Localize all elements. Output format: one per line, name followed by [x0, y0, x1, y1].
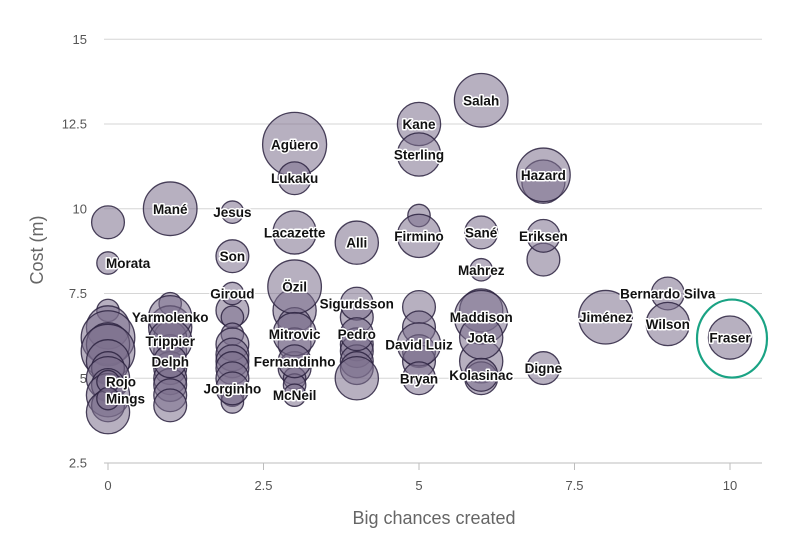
bubble-label: Delph — [151, 354, 189, 369]
bubble-label: Giroud — [210, 287, 254, 302]
bubble-point[interactable] — [396, 213, 442, 259]
bubble-label: Sterling — [394, 148, 444, 163]
bubble-point[interactable] — [272, 210, 317, 255]
bubble-label: Sané — [465, 225, 498, 240]
bubble-label: Jota — [467, 331, 495, 346]
bubble-point[interactable] — [645, 301, 691, 347]
bubble-point[interactable] — [90, 205, 126, 240]
bubble-label: Jiménez — [579, 310, 633, 325]
bubble-label: Jesus — [213, 205, 251, 220]
bubble-label: Mané — [153, 202, 188, 217]
bubble-point[interactable] — [339, 317, 374, 352]
highlight-ring — [695, 298, 769, 379]
y-tick-label: 10 — [73, 201, 87, 216]
bubble-label: Maddison — [450, 310, 513, 325]
bubble-label: Fernandinho — [254, 354, 336, 369]
bubble-label: Salah — [463, 93, 499, 108]
bubble-point[interactable] — [453, 72, 509, 128]
bubble-point[interactable] — [578, 289, 634, 345]
y-axis-title: Cost (m) — [27, 216, 47, 285]
bubble-label: Agüero — [271, 137, 318, 152]
y-tick-label: 2.5 — [69, 456, 87, 471]
bubble-label: Kane — [402, 117, 436, 132]
bubble-point[interactable] — [396, 132, 442, 177]
bubble-point[interactable] — [469, 257, 494, 282]
bubbles — [80, 72, 753, 435]
bubble-point[interactable] — [277, 161, 312, 196]
y-tick-label: 7.5 — [69, 286, 87, 301]
bubble-label: Bryan — [400, 371, 438, 386]
x-axis-title: Big chances created — [352, 508, 515, 528]
bubble-point[interactable] — [334, 355, 380, 401]
bubble-label: Mahrez — [458, 263, 505, 278]
bubble-label: Kolasinac — [449, 368, 513, 383]
bubble-label: Wilson — [646, 317, 690, 332]
bubble-point[interactable] — [464, 215, 499, 250]
bubble-label: Bernardo Silva — [620, 287, 716, 302]
bubble-point[interactable] — [220, 281, 245, 306]
bubble-point[interactable] — [526, 218, 561, 253]
bubble-label: Fraser — [709, 331, 751, 346]
bubble-point[interactable] — [153, 388, 188, 423]
bubble-label: Son — [220, 249, 246, 264]
bubble-point[interactable] — [282, 383, 307, 408]
bubble-point[interactable] — [215, 239, 250, 274]
bubble-point[interactable] — [464, 357, 499, 392]
bubble-label: Rojo — [106, 375, 136, 390]
y-tick-label: 12.5 — [62, 117, 87, 132]
bubble-point[interactable] — [277, 344, 312, 379]
bubble-point[interactable] — [334, 220, 380, 265]
bubble-label: Lacazette — [264, 225, 326, 240]
x-tick-label: 2.5 — [254, 478, 272, 493]
bubble-label: Sigurdsson — [320, 297, 394, 312]
bubble-point[interactable] — [96, 251, 120, 275]
y-tick-label: 5 — [80, 371, 87, 386]
bubble-label: Alli — [346, 236, 367, 251]
bubble-label: Firmino — [394, 229, 444, 244]
bubble-label: McNeil — [273, 388, 317, 403]
bubble-point[interactable] — [526, 351, 561, 386]
bubble-point[interactable] — [401, 361, 437, 396]
bubble-label: Pedro — [338, 327, 376, 342]
y-tick-label: 15 — [73, 32, 87, 47]
bubble-point[interactable] — [515, 147, 571, 203]
bubble-point[interactable] — [215, 371, 250, 406]
highlight-layer — [695, 298, 769, 379]
bubble-label: Jorginho — [204, 381, 262, 396]
bubble-point[interactable] — [220, 200, 245, 224]
bubble-label: Eriksen — [519, 229, 568, 244]
bubble-point[interactable] — [707, 315, 753, 360]
bubble-point[interactable] — [96, 386, 120, 411]
axes: 2.5 5 7.5 10 12.5 15 0 2.5 5 7.5 10 — [62, 32, 738, 493]
bubble-label: Hazard — [521, 168, 566, 183]
bubble-label: Yarmolenko — [132, 310, 209, 325]
x-tick-label: 5 — [415, 478, 422, 493]
bubble-label: Özil — [282, 280, 307, 295]
x-tick-label: 10 — [723, 478, 737, 493]
bubble-label: Trippier — [145, 334, 195, 349]
bubble-label: Lukaku — [271, 171, 318, 186]
bubble-label: Digne — [525, 361, 563, 376]
x-tick-label: 7.5 — [565, 478, 583, 493]
bubble-point[interactable] — [142, 181, 198, 237]
bubble-label: Mitrovic — [269, 327, 321, 342]
x-tick-label: 0 — [104, 478, 111, 493]
bubble-point[interactable] — [153, 344, 188, 379]
bubble-label: David Luiz — [385, 337, 453, 352]
bubble-label: Mings — [106, 392, 145, 407]
bubble-labels: Salah Kane Sterling Agüero Lukaku Hazard Mané J… — [105, 92, 753, 408]
bubble-label: Morata — [106, 256, 151, 271]
